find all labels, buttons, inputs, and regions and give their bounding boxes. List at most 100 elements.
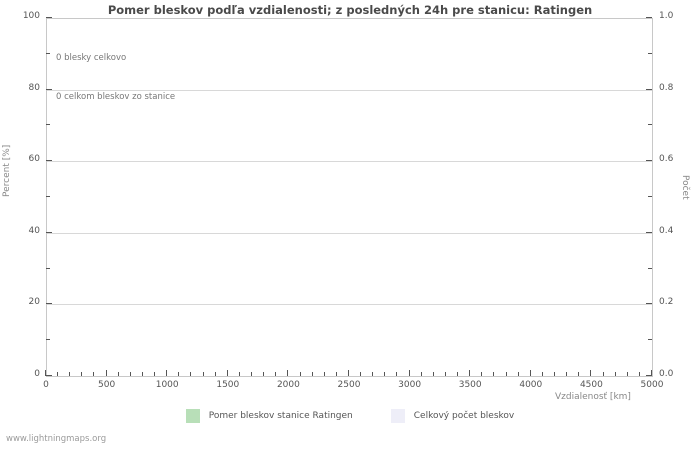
y-tick-major-right <box>646 231 652 233</box>
x-tick-minor <box>81 372 83 376</box>
y-tick-minor-right <box>648 196 652 197</box>
x-tick-minor <box>444 372 446 376</box>
y-tick-major-right <box>646 160 652 162</box>
x-tick-minor <box>69 372 71 376</box>
x-tick-label: 1500 <box>216 380 240 390</box>
x-tick-major <box>45 370 46 376</box>
y-tick-major-right <box>646 375 652 376</box>
x-tick-minor <box>57 372 59 376</box>
x-tick-minor <box>335 372 337 376</box>
x-tick-minor <box>178 372 180 376</box>
y-tick-label-left: 20 <box>28 297 40 308</box>
x-tick-minor <box>517 372 519 376</box>
y-tick-minor-left <box>46 124 50 126</box>
chart-title: Pomer bleskov podľa vzdialenosti; z posl… <box>107 3 593 17</box>
x-tick-major <box>287 370 289 376</box>
x-tick-minor <box>578 372 580 376</box>
y-tick-minor-left <box>46 52 50 54</box>
y-tick-minor-left <box>46 196 50 197</box>
x-tick-major <box>166 370 168 376</box>
y-tick-minor-right <box>648 124 652 126</box>
y-tick-label-right: 0.6 <box>659 154 674 165</box>
x-tick-minor <box>117 372 119 376</box>
x-tick-label: 2000 <box>276 380 300 390</box>
x-tick-minor <box>141 372 143 376</box>
x-tick-minor <box>311 372 313 376</box>
x-tick-minor <box>93 372 95 376</box>
x-tick-minor <box>299 372 301 376</box>
legend-label-total: Celkový počet bleskov <box>413 411 515 421</box>
plot-area <box>46 18 653 377</box>
y-tick-major-left <box>46 17 52 18</box>
y-tick-major-right <box>646 17 652 18</box>
x-tick-minor <box>275 372 277 376</box>
x-tick-minor <box>214 372 216 376</box>
y-tick-major-left <box>46 231 52 233</box>
y-tick-label-right: 0.8 <box>659 82 674 93</box>
x-tick-minor <box>493 372 495 376</box>
y-tick-minor-right <box>648 52 652 54</box>
x-tick-major <box>469 370 471 376</box>
annotation-line-station: 0 celkom bleskov zo stanice <box>56 92 176 102</box>
footer-url: www.lightningmaps.org <box>6 434 107 444</box>
y-tick-major-left <box>46 160 52 162</box>
gridline-horizontal <box>47 232 652 234</box>
legend-swatch-ratio <box>185 409 200 423</box>
x-tick-minor <box>457 372 459 376</box>
y-tick-major-left <box>46 375 52 376</box>
y-tick-minor-left <box>46 339 50 341</box>
x-tick-label: 3000 <box>398 380 422 390</box>
legend-item-total[interactable]: Celkový počet bleskov <box>390 409 515 423</box>
x-tick-minor <box>602 372 604 376</box>
x-tick-label: 1000 <box>155 380 179 390</box>
y-tick-label-right: 1.0 <box>659 11 674 21</box>
x-tick-label: 2500 <box>337 380 361 390</box>
y-tick-label-left: 100 <box>22 11 40 21</box>
x-tick-label: 4500 <box>579 380 603 390</box>
x-tick-minor <box>638 372 640 376</box>
y-tick-label-left: 0 <box>34 369 40 379</box>
y-tick-minor-right <box>648 267 652 269</box>
x-tick-minor <box>396 372 398 376</box>
x-tick-major <box>408 370 410 376</box>
y-tick-major-left <box>46 88 52 90</box>
x-tick-major <box>226 370 228 376</box>
x-tick-minor <box>190 372 192 376</box>
y-tick-label-left: 80 <box>28 82 40 93</box>
x-tick-minor <box>554 372 556 376</box>
gridline-horizontal <box>47 161 652 163</box>
x-tick-major <box>105 370 107 376</box>
y-tick-label-left: 60 <box>28 154 40 165</box>
y-axis-label-right: Počet <box>680 175 690 200</box>
x-tick-minor <box>323 372 325 376</box>
x-axis-label: Vzdialenosť [km] <box>555 392 631 402</box>
y-tick-major-right <box>646 88 652 90</box>
x-tick-minor <box>420 372 422 376</box>
x-tick-major <box>348 370 349 376</box>
legend-swatch-total <box>390 409 405 423</box>
x-tick-label: 3500 <box>458 380 482 390</box>
x-tick-minor <box>432 372 434 376</box>
x-tick-minor <box>505 372 507 376</box>
y-axis-label-left: Percent [%] <box>2 144 12 197</box>
x-tick-label: 500 <box>98 380 116 390</box>
x-tick-minor <box>251 372 253 376</box>
x-tick-major <box>651 370 652 376</box>
y-tick-major-right <box>646 303 652 305</box>
x-tick-minor <box>566 372 568 376</box>
y-tick-label-right: 0.4 <box>659 225 674 236</box>
x-tick-minor <box>626 372 628 376</box>
plot-annotation: 0 blesky celkovo 0 celkom bleskov zo sta… <box>56 26 175 130</box>
x-tick-minor <box>154 372 156 376</box>
x-tick-minor <box>372 372 374 376</box>
y-tick-major-left <box>46 303 52 305</box>
x-tick-minor <box>481 372 483 376</box>
chart-legend: Pomer bleskov stanice Ratingen Celkový p… <box>0 409 700 423</box>
x-tick-major <box>590 370 592 376</box>
legend-item-ratio[interactable]: Pomer bleskov stanice Ratingen <box>185 409 353 423</box>
x-tick-minor <box>129 372 131 376</box>
y-tick-minor-right <box>648 339 652 341</box>
x-tick-minor <box>238 372 240 376</box>
y-tick-label-left: 40 <box>28 225 40 236</box>
